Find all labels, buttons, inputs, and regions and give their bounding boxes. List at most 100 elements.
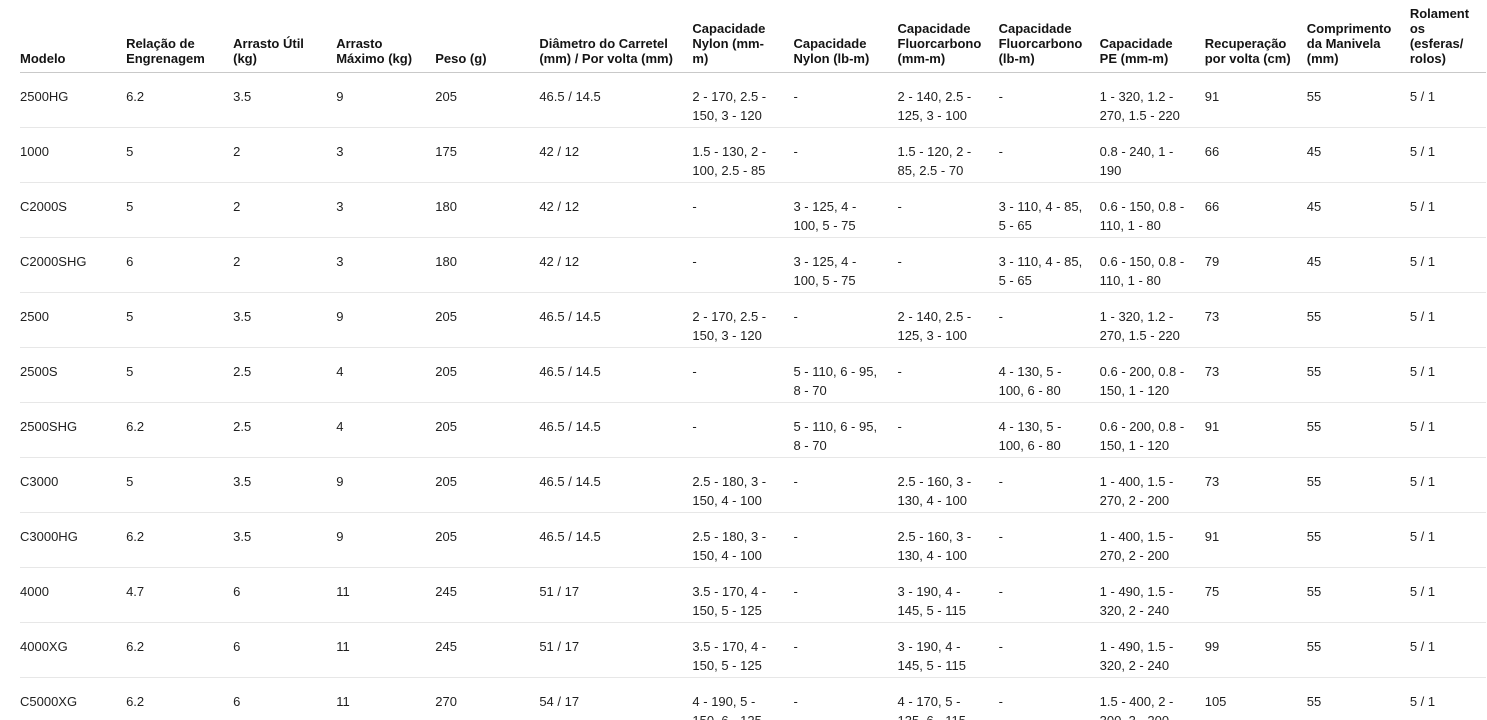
cell-modelo: 2500S bbox=[20, 347, 127, 403]
cell-diametro_carretel: 42 / 12 bbox=[539, 237, 693, 293]
cell-cap_pe: 0.6 - 200, 0.8 - 150, 1 - 120 bbox=[1099, 347, 1205, 403]
cell-comprimento_manivela: 45 bbox=[1306, 127, 1410, 183]
cell-recuperacao_volta: 91 bbox=[1204, 72, 1307, 128]
cell-modelo: 2500HG bbox=[20, 72, 127, 128]
cell-modelo: 2500 bbox=[20, 292, 127, 348]
cell-recuperacao_volta: 73 bbox=[1204, 292, 1307, 348]
cell-arrasto_maximo: 11 bbox=[336, 622, 436, 678]
cell-modelo: 4000 bbox=[20, 567, 127, 623]
cell-relacao_engrenagem: 5 bbox=[126, 182, 234, 238]
table-body: 2500HG 6.2 3.5 9 205 46.5 / 14.5 2 - 170, 2.5 … bbox=[20, 72, 1486, 720]
cell-cap_nylon_lb: - bbox=[793, 72, 898, 128]
cell-cap_nylon_lb: - bbox=[793, 512, 898, 568]
cell-cap_pe: 1 - 400, 1.5 - 270, 2 - 200 bbox=[1099, 457, 1205, 513]
cell-cap_pe: 1 - 490, 1.5 - 320, 2 - 240 bbox=[1099, 567, 1205, 623]
cell-arrasto_util: 6 bbox=[233, 567, 337, 623]
cell-recuperacao_volta: 91 bbox=[1204, 402, 1307, 458]
column-header-recuperacao-volta: Recuperação por volta (cm) bbox=[1204, 0, 1307, 73]
cell-arrasto_maximo: 4 bbox=[336, 347, 436, 403]
cell-diametro_carretel: 46.5 / 14.5 bbox=[539, 512, 693, 568]
cell-arrasto_maximo: 3 bbox=[336, 237, 436, 293]
cell-diametro_carretel: 42 / 12 bbox=[539, 127, 693, 183]
cell-cap_fluor_lb: 4 - 130, 5 - 100, 6 - 80 bbox=[998, 402, 1100, 458]
cell-comprimento_manivela: 55 bbox=[1306, 677, 1410, 720]
cell-comprimento_manivela: 55 bbox=[1306, 512, 1410, 568]
cell-cap_pe: 0.8 - 240, 1 - 190 bbox=[1099, 127, 1205, 183]
cell-recuperacao_volta: 73 bbox=[1204, 347, 1307, 403]
cell-arrasto_maximo: 9 bbox=[336, 292, 436, 348]
table-row: 1000 5 2 3 175 42 / 12 1.5 - 130, 2 - 100, 2.5… bbox=[20, 127, 1486, 183]
spec-table: Modelo Relação de Engrenagem Arrasto Úti… bbox=[20, 0, 1486, 720]
cell-cap_pe: 0.6 - 150, 0.8 - 110, 1 - 80 bbox=[1099, 237, 1205, 293]
column-header-arrasto-util: Arrasto Útil (kg) bbox=[233, 0, 337, 73]
table-header: Modelo Relação de Engrenagem Arrasto Úti… bbox=[20, 0, 1486, 73]
cell-cap_pe: 1 - 490, 1.5 - 320, 2 - 240 bbox=[1099, 622, 1205, 678]
cell-recuperacao_volta: 99 bbox=[1204, 622, 1307, 678]
cell-cap_fluor_mm: 1.5 - 120, 2 - 85, 2.5 - 70 bbox=[897, 127, 999, 183]
cell-diametro_carretel: 51 / 17 bbox=[539, 567, 693, 623]
cell-relacao_engrenagem: 6.2 bbox=[126, 677, 234, 720]
column-header-capacidade-fluorcarbono-lb: Capacidade Fluorcarbono (lb-m) bbox=[998, 0, 1100, 73]
cell-cap_fluor_mm: 4 - 170, 5 - 135, 6 - 115 bbox=[897, 677, 999, 720]
cell-rolamentos: 5 / 1 bbox=[1409, 292, 1486, 348]
cell-cap_fluor_lb: - bbox=[998, 457, 1100, 513]
cell-modelo: C3000 bbox=[20, 457, 127, 513]
cell-cap_pe: 0.6 - 150, 0.8 - 110, 1 - 80 bbox=[1099, 182, 1205, 238]
cell-cap_nylon_lb: - bbox=[793, 457, 898, 513]
column-header-peso: Peso (g) bbox=[435, 0, 540, 73]
cell-arrasto_util: 2 bbox=[233, 127, 337, 183]
cell-modelo: 4000XG bbox=[20, 622, 127, 678]
column-header-capacidade-fluorcarbono-mm: Capacidade Fluorcarbono (mm-m) bbox=[897, 0, 999, 73]
cell-arrasto_maximo: 9 bbox=[336, 457, 436, 513]
cell-peso: 180 bbox=[435, 182, 540, 238]
cell-arrasto_maximo: 4 bbox=[336, 402, 436, 458]
cell-cap_nylon_lb: 3 - 125, 4 - 100, 5 - 75 bbox=[793, 182, 898, 238]
cell-relacao_engrenagem: 6.2 bbox=[126, 512, 234, 568]
cell-cap_nylon_mm: - bbox=[692, 402, 794, 458]
column-header-capacidade-pe: Capacidade PE (mm-m) bbox=[1099, 0, 1205, 73]
cell-arrasto_maximo: 3 bbox=[336, 182, 436, 238]
cell-diametro_carretel: 42 / 12 bbox=[539, 182, 693, 238]
cell-comprimento_manivela: 55 bbox=[1306, 567, 1410, 623]
cell-recuperacao_volta: 66 bbox=[1204, 127, 1307, 183]
cell-peso: 175 bbox=[435, 127, 540, 183]
cell-cap_nylon_mm: - bbox=[692, 182, 794, 238]
cell-comprimento_manivela: 55 bbox=[1306, 347, 1410, 403]
cell-cap_pe: 1 - 320, 1.2 - 270, 1.5 - 220 bbox=[1099, 292, 1205, 348]
cell-modelo: C2000SHG bbox=[20, 237, 127, 293]
cell-peso: 245 bbox=[435, 567, 540, 623]
column-header-relacao-engrenagem: Relação de Engrenagem bbox=[126, 0, 234, 73]
cell-cap_pe: 1.5 - 400, 2 - 300, 3 - 200 bbox=[1099, 677, 1205, 720]
table-row: 2500S 5 2.5 4 205 46.5 / 14.5-5 - 110, 6 - 95… bbox=[20, 347, 1486, 403]
cell-cap_nylon_mm: 4 - 190, 5 - 150, 6 - 125 bbox=[692, 677, 794, 720]
cell-recuperacao_volta: 75 bbox=[1204, 567, 1307, 623]
cell-cap_fluor_lb: 3 - 110, 4 - 85, 5 - 65 bbox=[998, 237, 1100, 293]
cell-arrasto_maximo: 9 bbox=[336, 512, 436, 568]
cell-arrasto_util: 2.5 bbox=[233, 402, 337, 458]
table-row: 2500 5 3.5 9 205 46.5 / 14.5 2 - 170, 2.5 - 15… bbox=[20, 292, 1486, 348]
cell-cap_nylon_mm: 3.5 - 170, 4 - 150, 5 - 125 bbox=[692, 567, 794, 623]
table-row: 2500HG 6.2 3.5 9 205 46.5 / 14.5 2 - 170, 2.5 … bbox=[20, 72, 1486, 128]
cell-relacao_engrenagem: 5 bbox=[126, 347, 234, 403]
cell-cap_fluor_mm: 2.5 - 160, 3 - 130, 4 - 100 bbox=[897, 512, 999, 568]
cell-cap_nylon_lb: - bbox=[793, 677, 898, 720]
column-header-comprimento-manivela: Comprimento da Manivela (mm) bbox=[1306, 0, 1410, 73]
table-row: C3000HG 6.2 3.5 9 205 46.5 / 14.5 2.5 - 180, 3… bbox=[20, 512, 1486, 568]
cell-cap_fluor_mm: 2.5 - 160, 3 - 130, 4 - 100 bbox=[897, 457, 999, 513]
cell-rolamentos: 5 / 1 bbox=[1409, 512, 1486, 568]
cell-cap_nylon_mm: 2 - 170, 2.5 - 150, 3 - 120 bbox=[692, 292, 794, 348]
cell-diametro_carretel: 46.5 / 14.5 bbox=[539, 402, 693, 458]
table-row: C2000S 5 2 3 180 42 / 12-3 - 125, 4 - 100, 5 … bbox=[20, 182, 1486, 238]
cell-cap_pe: 0.6 - 200, 0.8 - 150, 1 - 120 bbox=[1099, 402, 1205, 458]
cell-cap_fluor_mm: 3 - 190, 4 - 145, 5 - 115 bbox=[897, 622, 999, 678]
cell-rolamentos: 5 / 1 bbox=[1409, 347, 1486, 403]
cell-peso: 205 bbox=[435, 292, 540, 348]
cell-peso: 205 bbox=[435, 347, 540, 403]
column-header-modelo: Modelo bbox=[20, 0, 127, 73]
cell-comprimento_manivela: 55 bbox=[1306, 292, 1410, 348]
column-header-rolamentos: Rolamentos (esferas/ rolos) bbox=[1409, 0, 1486, 73]
cell-cap_fluor_lb: - bbox=[998, 127, 1100, 183]
cell-cap_nylon_lb: - bbox=[793, 292, 898, 348]
cell-cap_fluor_lb: - bbox=[998, 677, 1100, 720]
cell-rolamentos: 5 / 1 bbox=[1409, 72, 1486, 128]
